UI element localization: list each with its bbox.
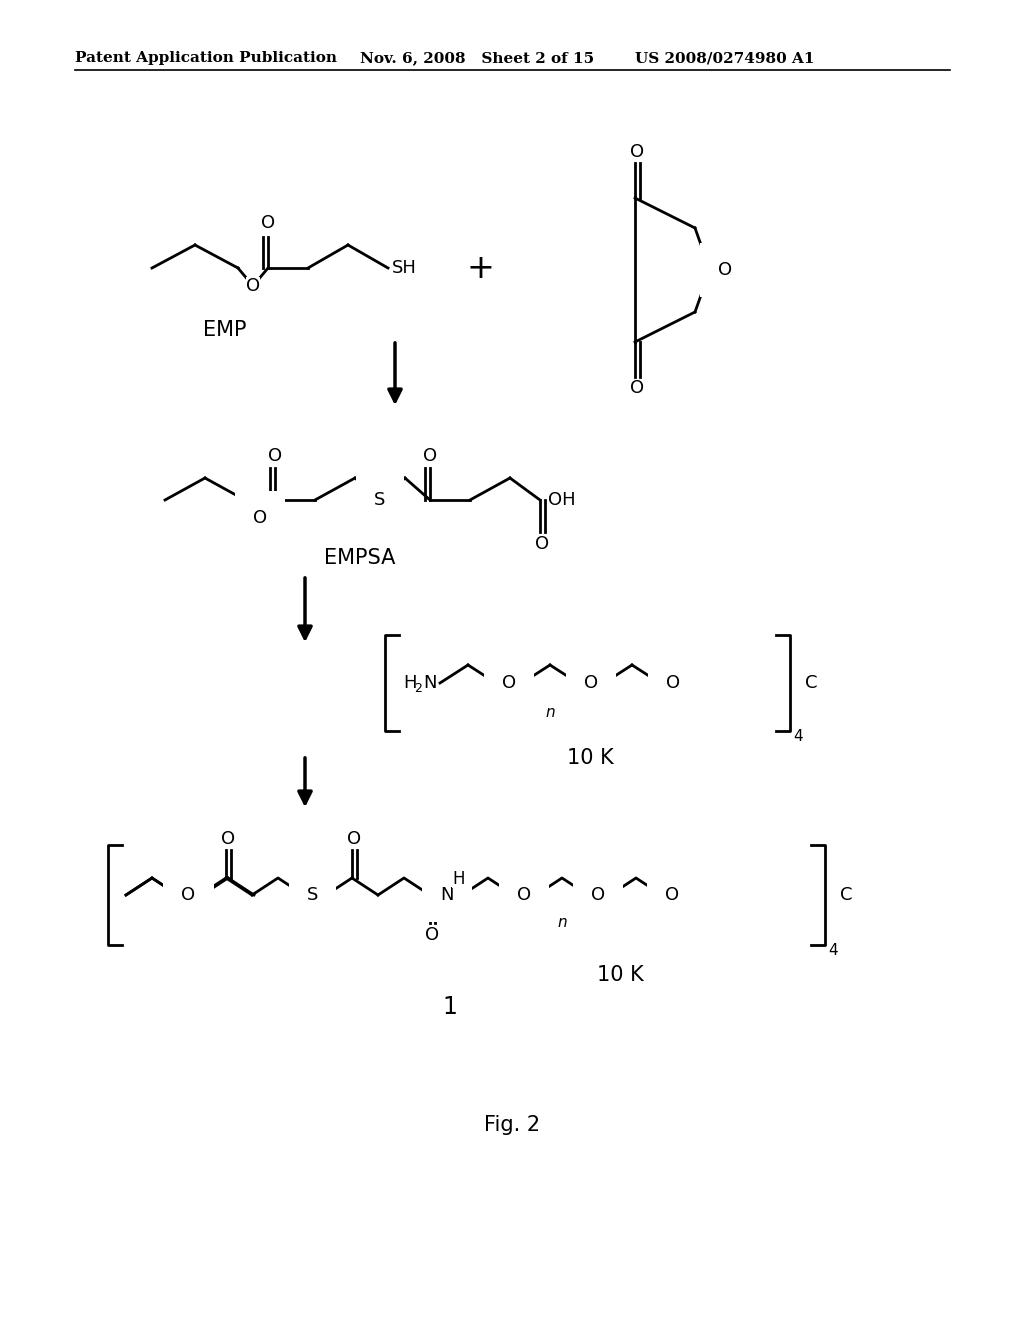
- Text: C: C: [805, 675, 817, 692]
- Text: O: O: [630, 379, 644, 397]
- Text: H: H: [452, 870, 465, 888]
- Text: SH: SH: [392, 259, 417, 277]
- Text: H: H: [403, 675, 417, 692]
- Text: C: C: [840, 886, 853, 904]
- Text: O: O: [347, 830, 361, 847]
- Text: OH: OH: [548, 491, 575, 510]
- Text: n: n: [545, 705, 555, 719]
- Text: O: O: [261, 214, 275, 232]
- Text: 2: 2: [414, 681, 422, 694]
- Text: O: O: [630, 143, 644, 161]
- Text: O: O: [584, 675, 598, 692]
- Text: N: N: [423, 675, 436, 692]
- Text: EMP: EMP: [203, 319, 247, 341]
- Text: O: O: [665, 886, 679, 904]
- Text: N: N: [440, 886, 454, 904]
- Text: O: O: [423, 447, 437, 465]
- Text: O: O: [535, 535, 549, 553]
- Text: O: O: [268, 447, 282, 465]
- Text: O: O: [718, 261, 732, 279]
- Text: O: O: [182, 886, 197, 904]
- Text: 10 K: 10 K: [597, 965, 643, 985]
- Text: US 2008/0274980 A1: US 2008/0274980 A1: [635, 51, 814, 65]
- Text: O: O: [246, 277, 260, 294]
- Text: O: O: [425, 927, 439, 944]
- Text: n: n: [557, 915, 567, 931]
- Text: 1: 1: [442, 995, 458, 1019]
- Text: EMPSA: EMPSA: [325, 548, 395, 568]
- Text: Nov. 6, 2008   Sheet 2 of 15: Nov. 6, 2008 Sheet 2 of 15: [360, 51, 594, 65]
- Text: Fig. 2: Fig. 2: [484, 1115, 540, 1135]
- Text: 4: 4: [828, 942, 838, 958]
- Text: O: O: [591, 886, 605, 904]
- Text: Patent Application Publication: Patent Application Publication: [75, 51, 337, 65]
- Text: S: S: [375, 491, 386, 510]
- Text: O: O: [666, 675, 680, 692]
- Text: O: O: [253, 510, 267, 527]
- Text: O: O: [181, 886, 196, 904]
- Text: +: +: [466, 252, 494, 285]
- Text: S: S: [307, 886, 318, 904]
- Text: O: O: [221, 830, 236, 847]
- Text: O: O: [502, 675, 516, 692]
- Text: 4: 4: [793, 729, 803, 744]
- Text: O: O: [517, 886, 531, 904]
- Text: 10 K: 10 K: [566, 748, 613, 768]
